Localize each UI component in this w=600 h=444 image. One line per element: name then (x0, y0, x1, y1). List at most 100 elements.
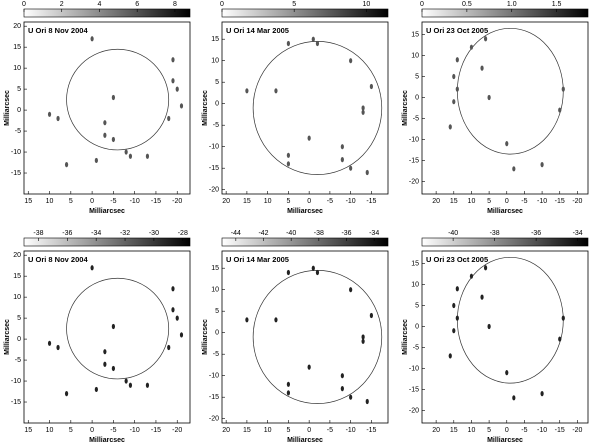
x-axis-label: Milliarcsec (89, 437, 125, 444)
maser-spot (452, 99, 456, 105)
maser-spot (469, 273, 474, 279)
colorbar-tick-label: 1.0 (507, 1, 517, 8)
y-tick-label: 0 (215, 330, 219, 337)
x-tick-label: 15 (243, 427, 251, 434)
x-axis-label: Milliarcsec (89, 208, 125, 215)
x-tick-label: -10 (346, 427, 356, 434)
plot-frame (421, 21, 589, 195)
maser-spot (480, 294, 484, 300)
y-axis-label: Milliarcsec (4, 319, 11, 355)
maser-spot (64, 162, 69, 168)
ring (456, 27, 564, 155)
y-tick-label: 5 (17, 86, 21, 93)
y-tick-label: -5 (15, 128, 21, 135)
y-tick-label: -20 (209, 187, 219, 194)
y-axis-label: Milliarcsec (4, 90, 11, 126)
maser-spot (349, 58, 353, 64)
maser-spot (455, 57, 459, 63)
colorbar-tick-label: 6 (135, 1, 139, 8)
colorbar-tick-label: -36 (341, 230, 351, 237)
y-tick-label: -20 (209, 416, 219, 423)
y-tick-label: -10 (11, 149, 21, 156)
y-tick-label: -10 (209, 373, 219, 380)
colorbar-tick-label: -28 (178, 230, 188, 237)
y-tick-label: -15 (11, 399, 21, 406)
maser-spot (558, 336, 562, 342)
y-tick-label: 20 (13, 23, 21, 30)
colorbar-tick-label: -36 (62, 230, 72, 237)
maser-spot (540, 391, 544, 397)
colorbar-tick-label: 0 (420, 1, 424, 8)
maser-spot (124, 149, 128, 155)
y-axis-label: Milliarcsec (402, 90, 409, 126)
maser-spot (94, 386, 98, 393)
y-tick-label: 5 (17, 315, 21, 322)
colorbar-tick-label: -40 (286, 230, 296, 237)
colorbar-tick-label: 5 (292, 1, 296, 8)
x-tick-label: 5 (487, 427, 491, 434)
maser-spot (558, 107, 562, 113)
maser-spot (448, 124, 452, 130)
maser-spot (512, 166, 516, 172)
y-tick-label: -10 (409, 136, 419, 143)
maser-spot (286, 152, 290, 158)
maser-spot (483, 265, 488, 271)
colorbar-tick-label: 2 (60, 1, 64, 8)
x-tick-label: -20 (172, 427, 182, 434)
maser-spot (452, 328, 456, 334)
colorbar-tick-label: -34 (573, 230, 583, 237)
maser-spot (480, 65, 484, 71)
colorbar-tick-label: -40 (448, 230, 458, 237)
maser-spot (286, 381, 290, 387)
colorbar (421, 237, 589, 247)
colorbar-tick-label: -34 (91, 230, 101, 237)
maser-spot (90, 36, 94, 42)
y-tick-label: -20 (409, 178, 419, 185)
maser-spot (111, 136, 115, 143)
y-tick-label: -10 (409, 365, 419, 372)
colorbar-tick-label: 10 (362, 1, 370, 8)
y-tick-label: -10 (209, 144, 219, 151)
maser-spot (171, 78, 175, 84)
x-tick-label: 10 (264, 427, 272, 434)
maser-spot (307, 364, 311, 370)
maser-spot (47, 111, 52, 117)
maser-spot (128, 382, 133, 388)
maser-spot (315, 40, 320, 47)
maser-spot (349, 394, 353, 400)
maser-spot (469, 44, 474, 50)
x-tick-label: 10 (264, 198, 272, 205)
maser-spot (365, 398, 369, 405)
maser-spot (452, 302, 456, 309)
x-tick-label: -20 (172, 198, 182, 205)
y-axis-label: Milliarcsec (202, 90, 209, 126)
colorbar-tick-label: -38 (33, 230, 43, 237)
maser-spot (179, 103, 184, 109)
y-tick-label: 15 (211, 36, 219, 43)
colorbar (221, 8, 389, 18)
y-tick-label: 15 (13, 273, 21, 280)
maser-spot (175, 86, 179, 92)
colorbar (23, 8, 191, 18)
y-tick-label: 10 (211, 58, 219, 65)
x-tick-label: 0 (307, 198, 311, 205)
x-tick-label: -10 (130, 198, 140, 205)
maser-spot (311, 265, 315, 271)
y-tick-label: -15 (409, 386, 419, 393)
y-tick-label: 5 (215, 308, 219, 315)
y-tick-label: -15 (11, 170, 21, 177)
maser-spot (56, 344, 60, 351)
y-tick-label: 10 (411, 281, 419, 288)
y-tick-label: -5 (213, 122, 219, 129)
x-tick-label: 20 (432, 198, 440, 205)
x-tick-label: 15 (450, 427, 458, 434)
x-tick-label: 5 (487, 198, 491, 205)
x-tick-label: 5 (69, 427, 73, 434)
maser-spot (487, 94, 491, 101)
maser-spot (340, 144, 344, 150)
maser-spot (540, 162, 544, 168)
maser-spot (103, 120, 107, 126)
plot-frame (221, 250, 389, 424)
maser-spot (361, 105, 365, 111)
maser-spot (512, 395, 516, 401)
